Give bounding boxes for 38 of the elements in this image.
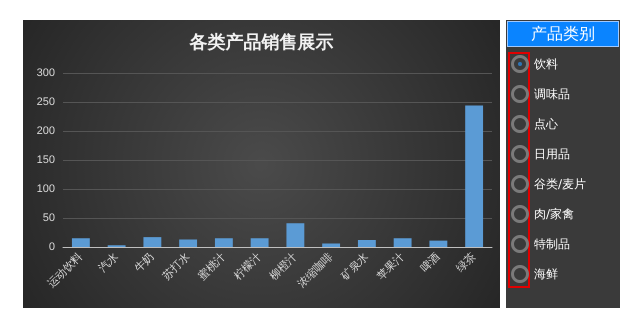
bar [394,238,412,247]
x-tick-label: 柠檬汁 [231,250,264,283]
text: 产品类别 [507,21,619,47]
chart-title: 各类产品销售展示 [188,32,334,52]
x-tick-label: 汽水 [96,250,121,275]
y-tick-label: 300 [36,67,55,79]
x-tick-label: 绿茶 [454,250,478,275]
y-tick-label: 50 [42,212,55,224]
bar [143,237,162,247]
text: 谷类/麦片 [534,176,586,192]
text: 海鲜 [534,266,558,282]
bar [465,105,484,247]
text: 点心 [534,116,558,132]
text: 肉/家禽 [534,206,574,222]
bar [179,239,198,247]
bar [322,244,340,247]
bar [250,238,269,247]
x-tick-label: 运动饮料 [44,250,86,290]
bar [358,240,376,247]
text: 调味品 [534,86,570,102]
y-tick-label: 250 [36,96,55,108]
bar [72,238,90,247]
x-tick-label: 蜜桃汁 [196,250,228,283]
bar [214,238,233,247]
text: 饮料 [534,56,558,72]
x-tick-label: 苹果汁 [374,250,407,283]
bar [286,223,304,247]
y-tick-label: 200 [36,125,55,137]
y-tick-label: 0 [48,241,55,253]
y-tick-label: 150 [36,154,55,166]
bar [429,240,448,247]
x-tick-label: 矿泉水 [338,250,372,284]
x-tick-label: 牛奶 [132,250,157,275]
text: 特制品 [534,236,570,252]
x-tick-label: 啤酒 [418,250,443,275]
text: 日用品 [534,146,570,162]
x-tick-label: 苏打水 [160,250,192,283]
y-tick-label: 100 [36,183,55,195]
